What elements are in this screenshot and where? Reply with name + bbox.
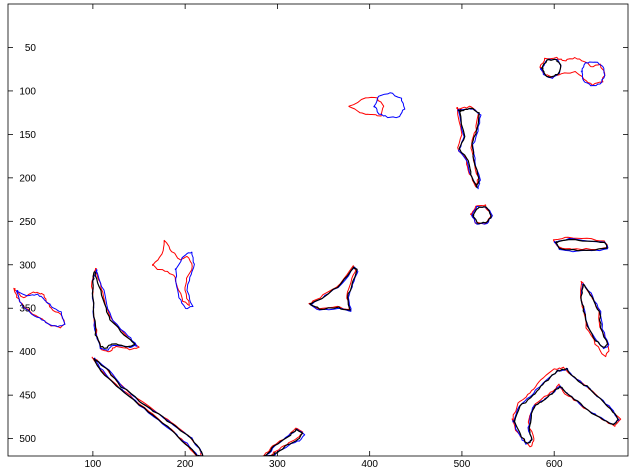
y-tick-label-500: 500 [19, 434, 36, 445]
axes-frame [7, 3, 629, 457]
axes-layer: 100 200 300 400 500 600 50 100 150 200 250 300 350 40… [7, 3, 629, 470]
contour-2-1 [16, 290, 66, 328]
x-tick-label-200: 200 [177, 459, 194, 470]
contour-3-5 [457, 107, 480, 189]
y-tick-label-250: 250 [19, 217, 36, 228]
y-tick-label-150: 150 [19, 130, 36, 141]
contour-1-6 [308, 265, 357, 310]
x-tick-label-600: 600 [546, 459, 563, 470]
contour-1-7 [348, 96, 385, 117]
x-tick-label-100: 100 [85, 459, 102, 470]
x-tick-label-500: 500 [454, 459, 471, 470]
contour-2-4 [174, 251, 195, 310]
contour-3-6 [472, 206, 492, 225]
x-tick-label-400: 400 [361, 459, 378, 470]
y-tick-label-350: 350 [19, 304, 36, 315]
contour-3-4 [309, 266, 358, 311]
contour-3-8 [554, 238, 608, 252]
contour-2-11 [580, 61, 606, 87]
contour-3-9 [580, 283, 609, 348]
contour-1-4 [152, 239, 193, 306]
y-tick-label-400: 400 [19, 347, 36, 358]
x-tick-label-300: 300 [269, 459, 286, 470]
y-tick-label-100: 100 [19, 86, 36, 97]
contour-2-7 [373, 92, 406, 119]
y-tick-label-200: 200 [19, 173, 36, 184]
contour-3-10 [513, 367, 619, 444]
contour-3-7 [541, 58, 562, 78]
contour-2-10 [540, 58, 562, 79]
y-tick-label-50: 50 [25, 43, 37, 54]
y-tick-label-450: 450 [19, 391, 36, 402]
y-tick-label-300: 300 [19, 260, 36, 271]
contour-3-1 [91, 271, 136, 349]
